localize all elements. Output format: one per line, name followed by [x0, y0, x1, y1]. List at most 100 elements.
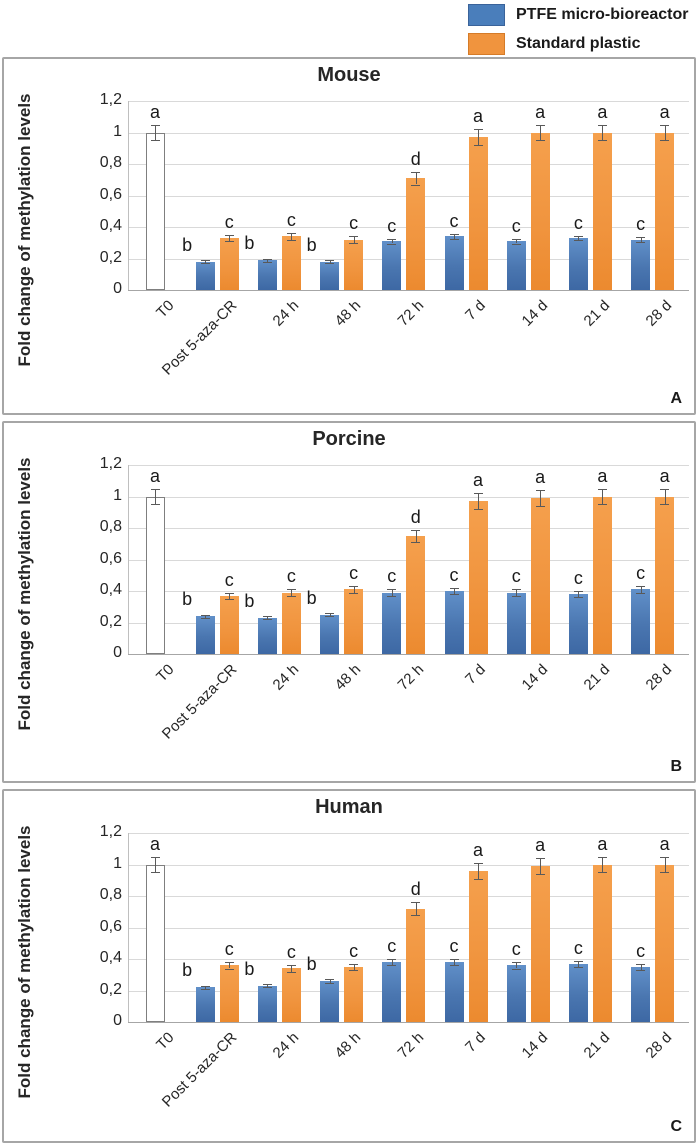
bar	[631, 239, 651, 290]
bar	[592, 496, 612, 654]
error-bar-cap	[387, 238, 397, 240]
y-axis-tick-label: 1,2	[99, 455, 122, 473]
significance-letter: a	[472, 106, 483, 127]
gridline	[128, 133, 689, 134]
significance-letter: a	[149, 465, 160, 486]
plot-area: 1,2 1 0,8 0,6 0,4 0,2 0 a T0 b c Post 5-aza-CR b c 24 …	[4, 59, 694, 413]
gridline	[128, 528, 689, 529]
x-axis-tick-label: T0	[153, 661, 179, 686]
significance-letter: b	[182, 960, 193, 981]
y-axis-tick-label: 1	[113, 855, 122, 873]
y-axis-tick-label: 0,8	[99, 154, 122, 172]
error-bar-cap	[636, 970, 646, 971]
x-axis-tick-label: 72 h	[394, 297, 427, 330]
error-bar-cap	[325, 260, 335, 262]
gridline	[128, 290, 689, 291]
bar	[406, 178, 426, 290]
bar	[655, 132, 675, 290]
y-axis-tick-label: 0,6	[99, 550, 122, 568]
x-axis-tick-label: T0	[153, 297, 179, 322]
bar	[655, 496, 675, 654]
bar	[219, 238, 239, 290]
error-bar-cap	[573, 591, 583, 592]
panel-letter: B	[670, 758, 682, 775]
bar	[257, 260, 277, 290]
error-bar-cap	[535, 873, 545, 875]
error-bar-cap	[660, 856, 670, 858]
error-bar-cap	[411, 529, 421, 531]
significance-letter: a	[472, 839, 483, 860]
error-bar-cap	[286, 233, 296, 235]
error-bar-cap	[325, 263, 335, 265]
error-bar	[602, 856, 604, 873]
error-bar	[454, 587, 455, 595]
error-bar-cap	[511, 238, 521, 240]
error-bar	[353, 236, 355, 243]
error-bar	[329, 978, 331, 984]
error-bar-cap	[449, 238, 459, 240]
error-bar	[229, 962, 231, 969]
x-axis-tick-label: 48 h	[331, 297, 365, 330]
y-axis-line	[128, 465, 129, 654]
error-bar-cap	[387, 243, 397, 245]
significance-letter: d	[410, 506, 421, 527]
significance-letter: a	[659, 833, 670, 854]
error-bar-cap	[449, 965, 459, 967]
error-bar-cap	[200, 988, 210, 990]
error-bar	[267, 984, 269, 988]
gridline	[128, 896, 689, 897]
error-bar-cap	[636, 592, 646, 594]
x-axis-tick-label: 7 d	[462, 1029, 490, 1056]
y-axis-line	[128, 101, 129, 290]
x-axis-tick-label: 14 d	[518, 1029, 552, 1062]
error-bar-cap	[573, 240, 583, 242]
error-bar-cap	[150, 872, 160, 874]
error-bar	[602, 124, 604, 141]
legend: PTFE micro-bioreactor Standard plastic	[468, 3, 688, 61]
bar	[468, 137, 488, 290]
legend-item-ptfe: PTFE micro-bioreactor	[468, 3, 688, 26]
error-bar	[291, 233, 293, 240]
bar	[568, 594, 588, 655]
y-axis-label: Fold change of methylation levels	[15, 457, 34, 731]
error-bar	[602, 488, 604, 505]
significance-letter: b	[306, 587, 317, 608]
significance-letter: c	[449, 211, 459, 232]
significance-letter: b	[306, 234, 317, 255]
bar	[631, 966, 651, 1022]
x-axis-tick-label: 7 d	[462, 297, 490, 324]
y-axis-tick-label: 1	[113, 487, 122, 505]
error-bar-cap	[262, 258, 272, 260]
error-bar-cap	[636, 963, 646, 965]
error-bar-cap	[286, 971, 296, 973]
significance-letter: b	[244, 590, 255, 611]
error-bar	[291, 589, 293, 596]
error-bar-cap	[535, 505, 545, 507]
bar	[320, 614, 340, 654]
significance-letter: c	[636, 214, 646, 235]
chart-panel-porcine: 1,2 1 0,8 0,6 0,4 0,2 0 a T0 b c Post 5-aza-CR b c 24 …	[2, 421, 696, 783]
y-axis-tick-label: 0,6	[99, 918, 122, 936]
error-bar-cap	[473, 129, 483, 131]
error-bar-cap	[325, 983, 335, 985]
error-bar	[353, 963, 355, 970]
error-bar-cap	[411, 902, 421, 904]
bar	[195, 261, 215, 290]
error-bar-cap	[150, 140, 160, 142]
significance-letter: a	[535, 467, 546, 488]
error-bar	[578, 960, 580, 967]
error-bar	[391, 238, 393, 244]
error-bar-cap	[636, 242, 646, 243]
significance-letter: a	[597, 833, 608, 854]
error-bar	[415, 171, 417, 185]
error-bar	[205, 614, 207, 618]
error-bar	[267, 616, 269, 620]
significance-letter: d	[410, 879, 421, 900]
error-bar-cap	[597, 504, 607, 506]
y-axis-tick-label: 1	[113, 123, 122, 141]
error-bar-cap	[349, 963, 359, 965]
bar	[195, 616, 215, 654]
panel-letter: C	[670, 1118, 682, 1135]
error-bar-cap	[473, 493, 483, 495]
error-bar	[229, 592, 231, 599]
